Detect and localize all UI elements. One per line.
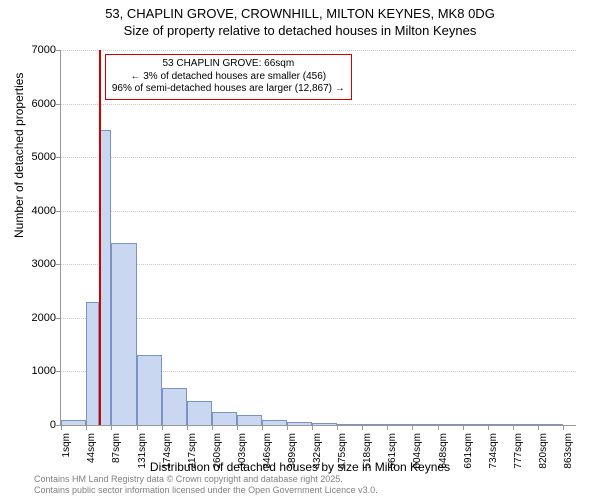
histogram-bar	[438, 424, 463, 425]
histogram-bar	[538, 424, 563, 425]
grid-line	[61, 318, 576, 319]
grid-line	[61, 50, 576, 51]
callout-line-1: 53 CHAPLIN GROVE: 66sqm	[112, 58, 345, 71]
chart-title: 53, CHAPLIN GROVE, CROWNHILL, MILTON KEY…	[0, 0, 600, 40]
histogram-bar	[387, 424, 412, 425]
x-tick-mark	[488, 425, 489, 430]
y-tick-label: 5000	[16, 151, 56, 163]
x-tick-mark	[61, 425, 62, 430]
y-tick-mark	[56, 104, 61, 105]
y-tick-mark	[56, 264, 61, 265]
x-tick-mark	[387, 425, 388, 430]
title-line-2: Size of property relative to detached ho…	[124, 23, 477, 38]
x-tick-mark	[162, 425, 163, 430]
grid-line	[61, 211, 576, 212]
y-tick-label: 2000	[16, 312, 56, 324]
grid-line	[61, 157, 576, 158]
histogram-bar	[237, 415, 262, 425]
y-tick-label: 6000	[16, 98, 56, 110]
histogram-bar	[187, 401, 212, 425]
x-tick-mark	[111, 425, 112, 430]
x-tick-mark	[412, 425, 413, 430]
histogram-bar	[488, 424, 513, 425]
x-tick-mark	[212, 425, 213, 430]
y-tick-label: 1000	[16, 365, 56, 377]
histogram-bar	[513, 424, 538, 425]
x-tick-mark	[86, 425, 87, 430]
x-tick-mark	[187, 425, 188, 430]
histogram-bar	[212, 412, 237, 425]
footer-line-2: Contains public sector information licen…	[34, 485, 378, 495]
callout-line-2: ← 3% of detached houses are smaller (456…	[112, 71, 345, 84]
histogram-bar	[111, 243, 137, 425]
chart-footer: Contains HM Land Registry data © Crown c…	[34, 474, 378, 496]
x-tick-mark	[538, 425, 539, 430]
callout-line-3: 96% of semi-detached houses are larger (…	[112, 83, 345, 96]
y-tick-label: 4000	[16, 205, 56, 217]
x-tick-mark	[337, 425, 338, 430]
y-tick-mark	[56, 157, 61, 158]
grid-line	[61, 264, 576, 265]
histogram-bar	[287, 422, 312, 425]
histogram-bar	[61, 420, 86, 425]
histogram-bar	[412, 424, 438, 425]
x-tick-mark	[312, 425, 313, 430]
y-tick-label: 3000	[16, 258, 56, 270]
y-tick-mark	[56, 211, 61, 212]
y-tick-mark	[56, 371, 61, 372]
x-tick-mark	[563, 425, 564, 430]
y-tick-label: 7000	[16, 44, 56, 56]
histogram-bar	[162, 388, 187, 426]
histogram-bar	[137, 355, 162, 425]
histogram-bar	[362, 424, 387, 425]
x-tick-mark	[262, 425, 263, 430]
histogram-bar	[86, 302, 99, 425]
chart-plot: 010002000300040005000600070001sqm44sqm87…	[60, 50, 575, 425]
y-tick-label: 0	[16, 419, 56, 431]
marker-line	[99, 50, 101, 425]
chart-container: 53, CHAPLIN GROVE, CROWNHILL, MILTON KEY…	[0, 0, 600, 500]
x-tick-mark	[287, 425, 288, 430]
x-tick-mark	[438, 425, 439, 430]
plot-area: 010002000300040005000600070001sqm44sqm87…	[60, 50, 576, 426]
x-tick-mark	[362, 425, 363, 430]
grid-line	[61, 104, 576, 105]
footer-line-1: Contains HM Land Registry data © Crown c…	[34, 474, 343, 484]
y-tick-mark	[56, 318, 61, 319]
marker-callout: 53 CHAPLIN GROVE: 66sqm← 3% of detached …	[105, 54, 352, 100]
x-tick-mark	[137, 425, 138, 430]
histogram-bar	[463, 424, 488, 425]
y-tick-mark	[56, 50, 61, 51]
histogram-bar	[312, 423, 337, 425]
x-tick-mark	[513, 425, 514, 430]
x-tick-mark	[237, 425, 238, 430]
histogram-bar	[337, 424, 362, 425]
histogram-bar	[262, 420, 287, 425]
x-tick-mark	[463, 425, 464, 430]
title-line-1: 53, CHAPLIN GROVE, CROWNHILL, MILTON KEY…	[105, 6, 495, 21]
x-axis-label: Distribution of detached houses by size …	[0, 460, 600, 474]
